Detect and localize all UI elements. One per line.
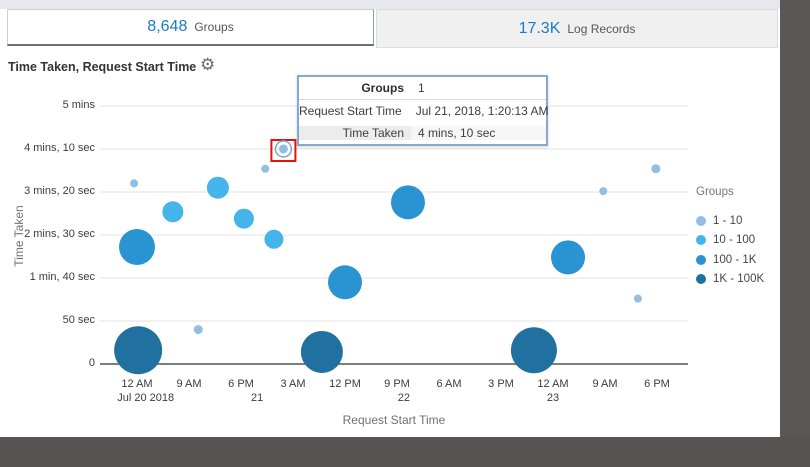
tooltip-value: 1 [418, 81, 425, 95]
legend-item[interactable]: 10 - 100 [696, 231, 764, 251]
y-tick-label: 2 mins, 30 sec [24, 228, 95, 240]
legend-swatch-icon [696, 215, 706, 226]
bubble[interactable] [510, 327, 557, 374]
tab-log-records[interactable]: 17.3K Log Records [376, 9, 778, 48]
bubble[interactable] [633, 294, 642, 303]
tooltip-value: 4 mins, 10 sec [411, 126, 546, 140]
y-tick-label: 5 mins [62, 99, 95, 111]
bubble[interactable] [193, 325, 203, 335]
bubble[interactable] [162, 201, 184, 223]
x-tick-label: 6 PM [228, 378, 254, 390]
legend-item-label: 10 - 100 [713, 234, 756, 247]
selected-bubble[interactable] [277, 143, 289, 155]
tooltip-row: Request Start Time Jul 21, 2018, 1:20:13 … [299, 100, 549, 122]
tooltip-value: Jul 21, 2018, 1:20:13 AM [415, 104, 549, 118]
chart-title: Time Taken, Request Start Time [8, 60, 197, 74]
selected-bubble-ring [274, 140, 293, 158]
x-tick-label: 9 AM [176, 378, 201, 390]
x-tick-label: 12 PM [329, 378, 361, 390]
y-tick-label: 50 sec [62, 314, 95, 326]
x-day-label: 23 [547, 392, 559, 404]
x-tick-label: 3 AM [280, 378, 305, 390]
window-chrome-right [780, 0, 810, 467]
y-tick-label: 4 mins, 10 sec [24, 142, 95, 154]
window-chrome-top [0, 0, 780, 9]
bubble[interactable] [261, 164, 270, 173]
bubble[interactable] [551, 240, 586, 275]
bubble[interactable] [300, 330, 343, 373]
legend-item[interactable]: 1K - 100K [696, 270, 764, 290]
bubble[interactable] [328, 265, 363, 300]
bubble[interactable] [264, 229, 284, 249]
bubble[interactable] [651, 164, 661, 174]
chart-legend: Groups 1 - 10 10 - 100 100 - 1K 1K - 100K [696, 186, 764, 289]
y-tick-label: 1 min, 40 sec [29, 271, 95, 283]
tooltip-label: Groups [361, 81, 404, 95]
datapoint-tooltip: Groups 1 Request Start Time Jul 21, 2018, 1… [297, 75, 548, 146]
bubble[interactable] [390, 185, 425, 220]
x-tick-label: 6 PM [644, 378, 670, 390]
legend-item-label: 1 - 10 [713, 214, 743, 227]
log-records-tab-label: Log Records [567, 21, 636, 36]
bubble[interactable] [130, 179, 139, 188]
legend-swatch-icon [696, 254, 706, 265]
x-tick-label: 3 PM [488, 378, 514, 390]
bubble[interactable] [233, 208, 254, 229]
legend-item[interactable]: 1 - 10 [696, 211, 764, 231]
gear-icon[interactable]: ⚙ [200, 55, 216, 74]
legend-item[interactable]: 100 - 1K [696, 250, 764, 270]
groups-tab-label: Groups [194, 20, 234, 34]
tab-groups[interactable]: 8,648 Groups [7, 9, 374, 46]
bubble-chart-plot: 12 AM 9 AM 6 PM 3 AM 12 PM 9 PM 6 AM 3 PM 12 AM 9… [100, 105, 688, 404]
legend-swatch-icon [696, 235, 706, 246]
selection-box [270, 139, 297, 162]
window-chrome-bottom [0, 437, 810, 467]
x-tick-label: 12 AM [537, 378, 568, 390]
legend-item-label: 1K - 100K [713, 273, 765, 286]
x-axis-title: Request Start Time [342, 413, 446, 427]
groups-count: 8,648 [147, 18, 188, 35]
legend-swatch-icon [696, 274, 706, 285]
tooltip-label: Request Start Time [299, 104, 402, 118]
y-tick-label: 3 mins, 20 sec [24, 185, 95, 197]
x-tick-label: 6 AM [436, 378, 461, 390]
x-day-label: 22 [398, 392, 410, 404]
bubble[interactable] [119, 229, 155, 266]
bubble[interactable] [206, 176, 229, 199]
bubble[interactable] [114, 326, 163, 375]
y-tick-label: 0 [88, 357, 95, 369]
legend-item-label: 100 - 1K [713, 253, 757, 266]
tooltip-row: Time Taken 4 mins, 10 sec [299, 122, 546, 144]
legend-title: Groups [696, 186, 734, 198]
x-tick-label: 9 PM [384, 378, 410, 390]
x-tick-label: 12 AM [121, 378, 152, 390]
tooltip-label: Time Taken [299, 126, 411, 140]
log-records-count: 17.3K [518, 19, 561, 37]
x-day-label: 21 [251, 392, 263, 404]
tooltip-row: Groups 1 [299, 77, 546, 100]
x-tick-label: 9 AM [592, 378, 617, 390]
x-day-label: Jul 20 2018 [117, 392, 174, 404]
bubble[interactable] [599, 187, 608, 196]
